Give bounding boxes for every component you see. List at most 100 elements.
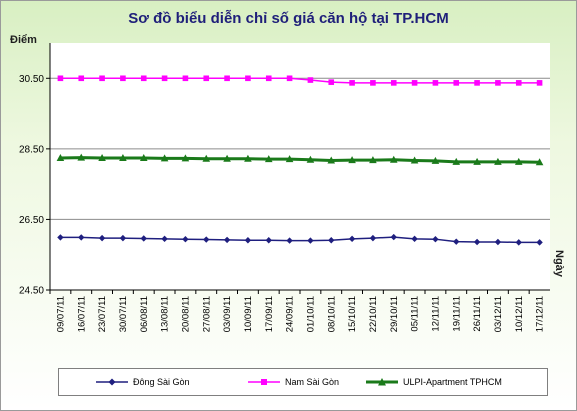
data-point <box>182 235 189 243</box>
data-point <box>99 75 105 82</box>
x-tick-label: 12/11/11 <box>430 296 441 332</box>
data-point <box>328 79 335 85</box>
data-point <box>515 80 522 86</box>
chart-title: Sơ đồ biểu diễn chỉ số giá căn hộ tại TP… <box>128 10 449 27</box>
legend-item-ulpi: ULPI-Apartment TPHCM <box>365 369 502 395</box>
data-point <box>120 75 126 82</box>
data-point <box>431 156 440 164</box>
data-point <box>410 156 419 164</box>
data-point <box>244 237 252 244</box>
data-point <box>452 157 461 165</box>
x-tick-label: 23/07/11 <box>97 296 108 332</box>
x-tick-label: 24/09/11 <box>285 296 296 332</box>
x-tick-label: 08/10/11 <box>326 296 337 332</box>
data-point <box>411 80 418 86</box>
data-point <box>432 235 439 243</box>
x-tick-label: 15/10/11 <box>347 296 358 332</box>
x-tick-label: 19/11/11 <box>451 296 462 332</box>
legend-swatch-dong-sai-gon <box>96 378 128 386</box>
data-point <box>369 234 377 242</box>
data-point <box>348 156 356 164</box>
data-point <box>328 237 335 244</box>
data-point <box>411 235 418 243</box>
data-point <box>536 239 543 246</box>
x-tick-label: 03/09/11 <box>222 296 233 332</box>
data-point <box>536 80 543 86</box>
legend-item-nam-sai-gon: Nam Sài Gòn <box>247 369 339 395</box>
data-point <box>453 238 460 245</box>
data-point <box>245 75 251 82</box>
data-point <box>494 238 502 246</box>
legend-label-nam-sai-gon: Nam Sài Gòn <box>285 377 340 387</box>
data-point <box>453 80 460 86</box>
data-point <box>348 235 356 243</box>
data-point <box>369 156 377 164</box>
y-axis-label: Điểm <box>10 34 37 46</box>
data-point <box>494 157 502 165</box>
x-tick-label: 16/07/11 <box>76 296 87 332</box>
x-tick-label: 17/12/11 <box>535 296 546 332</box>
data-point <box>265 237 272 244</box>
data-point <box>432 80 439 86</box>
data-point <box>473 238 481 246</box>
data-point <box>140 75 147 82</box>
data-point <box>306 155 315 163</box>
legend-label-dong-sai-gon: Đông Sài Gòn <box>133 377 190 387</box>
data-point <box>264 155 273 163</box>
data-point <box>140 235 147 242</box>
x-tick-label: 03/12/11 <box>493 296 504 332</box>
data-point <box>98 234 106 242</box>
legend-swatch-nam-sai-gon <box>248 379 280 385</box>
x-tick-label: 09/07/11 <box>55 296 66 332</box>
data-point <box>57 75 64 82</box>
data-point <box>160 154 169 162</box>
legend-item-dong-sai-gon: Đông Sài Gòn <box>95 369 190 395</box>
x-tick-label: 17/09/11 <box>264 296 275 332</box>
data-point <box>98 154 106 162</box>
data-point <box>286 75 293 82</box>
x-tick-label: 05/11/11 <box>410 296 421 332</box>
x-tick-label: 30/07/11 <box>118 296 129 332</box>
chart-legend: Đông Sài Gòn Nam Sài Gòn ULPI-Apartment … <box>58 368 548 396</box>
data-point <box>390 233 397 241</box>
data-point <box>182 75 189 82</box>
x-tick-label: 10/09/11 <box>243 296 254 332</box>
series-line-0 <box>60 236 540 244</box>
data-point <box>56 154 65 162</box>
x-axis-label: Ngày <box>553 250 565 277</box>
y-tick-label: 30.50 <box>19 74 44 85</box>
data-point <box>307 77 314 83</box>
data-point <box>223 236 231 244</box>
y-tick-label: 28.50 <box>19 144 44 155</box>
legend-swatch-ulpi <box>366 378 398 386</box>
data-point <box>77 153 86 161</box>
data-point <box>307 237 314 244</box>
data-point <box>119 154 127 162</box>
data-point <box>203 75 210 82</box>
legend-label-ulpi: ULPI-Apartment TPHCM <box>403 377 502 387</box>
data-point <box>224 75 230 82</box>
x-tick-label: 10/12/11 <box>514 296 525 332</box>
x-tick-label: 01/10/11 <box>305 296 316 332</box>
data-point <box>265 75 272 82</box>
x-tick-label: 20/08/11 <box>180 296 191 332</box>
data-point <box>515 239 522 246</box>
data-point <box>244 154 252 162</box>
data-point <box>57 234 64 241</box>
x-tick-label: 13/08/11 <box>160 296 171 332</box>
data-point <box>78 75 85 82</box>
data-point <box>285 155 294 163</box>
series-line-2 <box>60 156 540 164</box>
data-point <box>474 80 480 86</box>
data-point <box>203 236 210 243</box>
series-line-1 <box>60 77 540 84</box>
data-point <box>370 80 376 86</box>
data-point <box>390 80 397 86</box>
y-tick-label: 24.50 <box>19 286 44 297</box>
data-point <box>327 156 336 164</box>
data-point <box>535 158 544 166</box>
data-point <box>495 80 501 86</box>
y-tick-label: 26.50 <box>19 215 44 226</box>
data-point <box>119 234 127 242</box>
